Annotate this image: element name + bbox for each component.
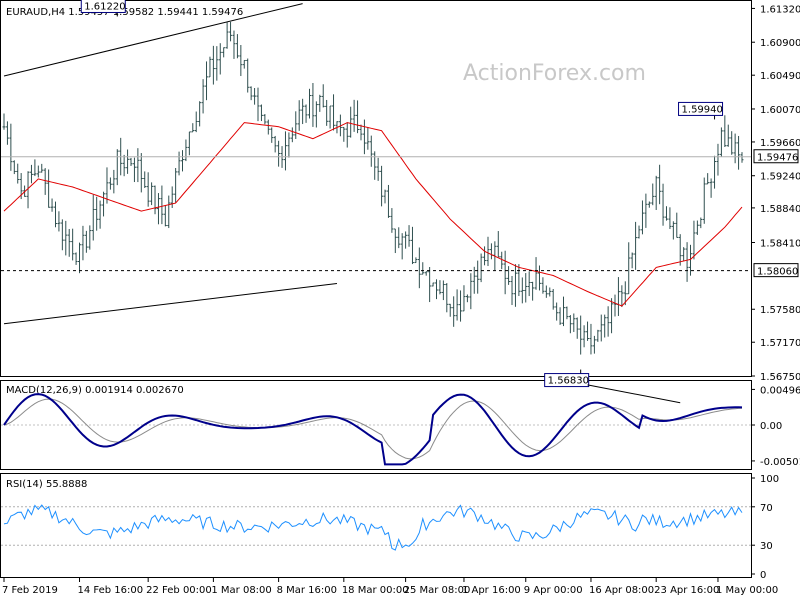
price-tick-label: 1.57170 [760,338,800,349]
macd-tick-label: 0.00 [760,421,782,432]
x-tick-label: 23 Apr 16:00 [654,585,719,596]
rsi-layer [1,504,751,551]
price-tick-label: 1.60900 [760,38,800,49]
rsi-panel-frame [0,473,752,578]
axis-layer: 1.61320 1.60900 1.60490 1.60070 1.59660 1.592… [2,4,800,596]
price-tick-label: 1.57580 [760,305,800,316]
price-marker-label: 1.59476 [757,153,798,164]
price-tick-label: 1.60070 [760,105,800,116]
macd-trendline [587,384,681,404]
annotation-label: 1.61220 [84,1,125,12]
annotation-label: 1.56830 [548,376,589,387]
annotation-box [678,101,724,116]
watermark: ActionForex.com [463,61,646,86]
rsi-tick-label: 70 [760,503,773,514]
macd-line [3,393,743,466]
macd-tick-label: -0.005013 [760,457,800,468]
x-tick-label: 9 Apr 00:00 [524,585,583,596]
x-tick-label: 16 Apr 08:00 [589,585,654,596]
annotation-label: 1.59940 [682,104,723,115]
x-tick-label: 8 Mar 16:00 [277,585,337,596]
price-tick-label: 1.56750 [760,372,800,383]
price-marker-box [753,263,799,278]
price-tick-label: 1.59660 [760,138,800,149]
price-tick-label: 1.58840 [760,204,800,215]
macd-signal-line [3,398,743,460]
price-marker-box [753,149,799,164]
macd-tick-label: 0.004965 [760,385,800,396]
macd-layer [1,384,751,466]
price-panel-frame [0,0,752,377]
macd-label: MACD(12,26,9) 0.001914 0.002670 [6,385,184,396]
price-tick-label: 1.59240 [760,172,800,183]
x-tick-label: 1 Apr 16:00 [462,585,521,596]
x-tick-label: 7 Feb 2019 [2,585,58,596]
rsi-line [3,504,743,551]
x-tick-label: 1 May 00:00 [716,585,778,596]
annotation-box [544,373,590,388]
rsi-tick-label: 0 [760,570,766,581]
rsi-tick-label: 100 [760,474,779,485]
x-tick-label: 25 Mar 08:00 [404,585,471,596]
x-tick-label: 22 Feb 00:00 [146,585,212,596]
annotation-box [80,0,126,13]
x-tick-label: 18 Mar 00:00 [342,585,409,596]
price-tick-label: 1.61320 [760,4,800,15]
rsi-tick-label: 30 [760,541,773,552]
price-tick-label: 1.60490 [760,71,800,82]
x-tick-label: 14 Feb 16:00 [78,585,144,596]
trendline [3,283,338,325]
trendline [3,3,303,77]
price-layer: 1.61220 1.59940 1.56830 [1,0,751,388]
moving-average-line [3,122,743,307]
price-tick-label: 1.58410 [760,238,800,249]
rsi-label: RSI(14) 55.8888 [6,479,87,490]
x-tick-label: 1 Mar 08:00 [211,585,271,596]
price-marker-label: 1.58060 [757,267,798,278]
